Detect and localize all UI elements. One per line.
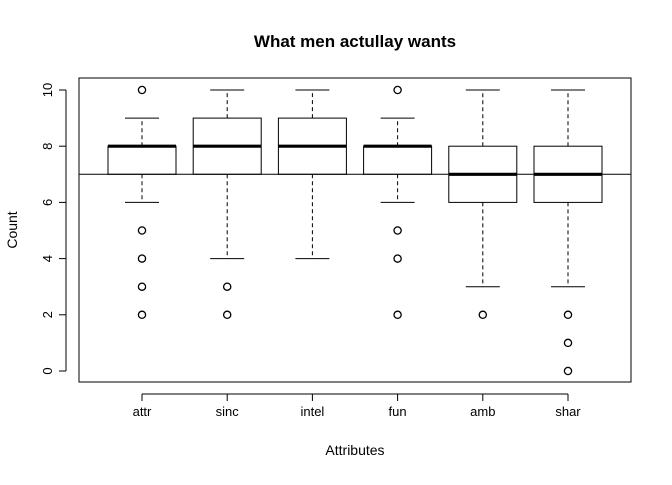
y-tick-label: 2 xyxy=(40,311,55,318)
outlier-point xyxy=(393,226,402,235)
x-tick-label: intel xyxy=(300,404,324,419)
box-intel xyxy=(277,89,347,260)
x-tick-label: shar xyxy=(555,404,581,419)
box-fun xyxy=(363,85,433,320)
box-body xyxy=(107,145,177,175)
outlier-point xyxy=(222,310,232,320)
y-tick-label: 0 xyxy=(40,367,55,374)
plot-area: 0 2 4 6 8 10 attr sinc intel fun amb shar xyxy=(40,77,632,419)
outlier-point xyxy=(393,254,402,263)
x-tick-label: sinc xyxy=(216,404,240,419)
x-tick-label: attr xyxy=(133,404,152,419)
box-sinc xyxy=(192,89,262,320)
outlier-point xyxy=(137,282,147,291)
x-tick-label: fun xyxy=(389,404,407,419)
outlier-point xyxy=(137,85,147,95)
outlier-point xyxy=(393,310,402,320)
outlier-point xyxy=(563,338,573,348)
box-attr xyxy=(107,85,177,320)
outlier-point xyxy=(393,85,402,95)
x-tick-label: amb xyxy=(470,404,495,419)
box-shar xyxy=(533,89,603,376)
y-tick-label: 4 xyxy=(40,255,55,262)
outlier-point xyxy=(137,310,147,320)
outlier-point xyxy=(478,310,488,320)
outlier-point xyxy=(563,310,573,320)
x-axis-label: Attributes xyxy=(325,442,384,458)
outlier-point xyxy=(222,282,232,291)
outlier-point xyxy=(137,254,147,263)
outlier-point xyxy=(563,366,573,376)
y-tick-label: 10 xyxy=(40,83,55,97)
plot-frame xyxy=(78,77,632,383)
box-amb xyxy=(448,89,518,320)
y-axis-label: Count xyxy=(4,211,20,248)
y-tick-label: 8 xyxy=(40,143,55,150)
chart-title: What men actullay wants xyxy=(254,32,456,51)
outlier-point xyxy=(137,226,147,235)
y-tick-label: 6 xyxy=(40,199,55,206)
box-body xyxy=(363,145,433,175)
